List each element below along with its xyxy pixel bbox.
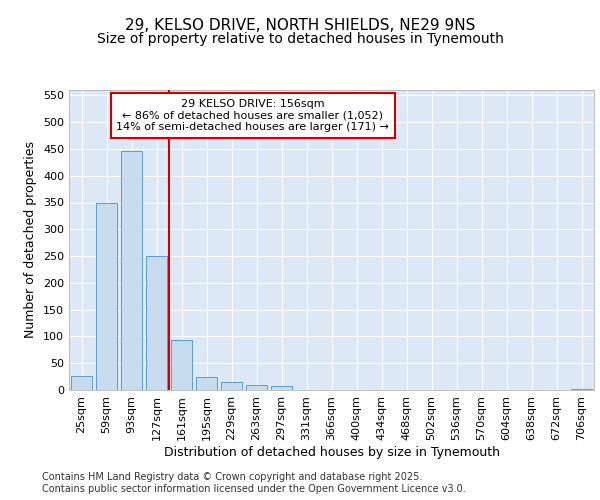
Bar <box>221 382 242 390</box>
X-axis label: Distribution of detached houses by size in Tynemouth: Distribution of detached houses by size … <box>163 446 499 458</box>
Bar <box>71 376 92 390</box>
Y-axis label: Number of detached properties: Number of detached properties <box>25 142 37 338</box>
Text: Size of property relative to detached houses in Tynemouth: Size of property relative to detached ho… <box>97 32 503 46</box>
Bar <box>171 340 192 390</box>
Text: 29 KELSO DRIVE: 156sqm
← 86% of detached houses are smaller (1,052)
14% of semi-: 29 KELSO DRIVE: 156sqm ← 86% of detached… <box>116 99 389 132</box>
Bar <box>121 150 142 390</box>
Bar <box>571 389 592 390</box>
Bar <box>196 376 217 390</box>
Bar <box>96 202 117 390</box>
Text: 29, KELSO DRIVE, NORTH SHIELDS, NE29 9NS: 29, KELSO DRIVE, NORTH SHIELDS, NE29 9NS <box>125 18 475 32</box>
Bar <box>246 384 267 390</box>
Bar <box>146 256 167 390</box>
Text: Contains HM Land Registry data © Crown copyright and database right 2025.
Contai: Contains HM Land Registry data © Crown c… <box>42 472 466 494</box>
Bar <box>271 386 292 390</box>
